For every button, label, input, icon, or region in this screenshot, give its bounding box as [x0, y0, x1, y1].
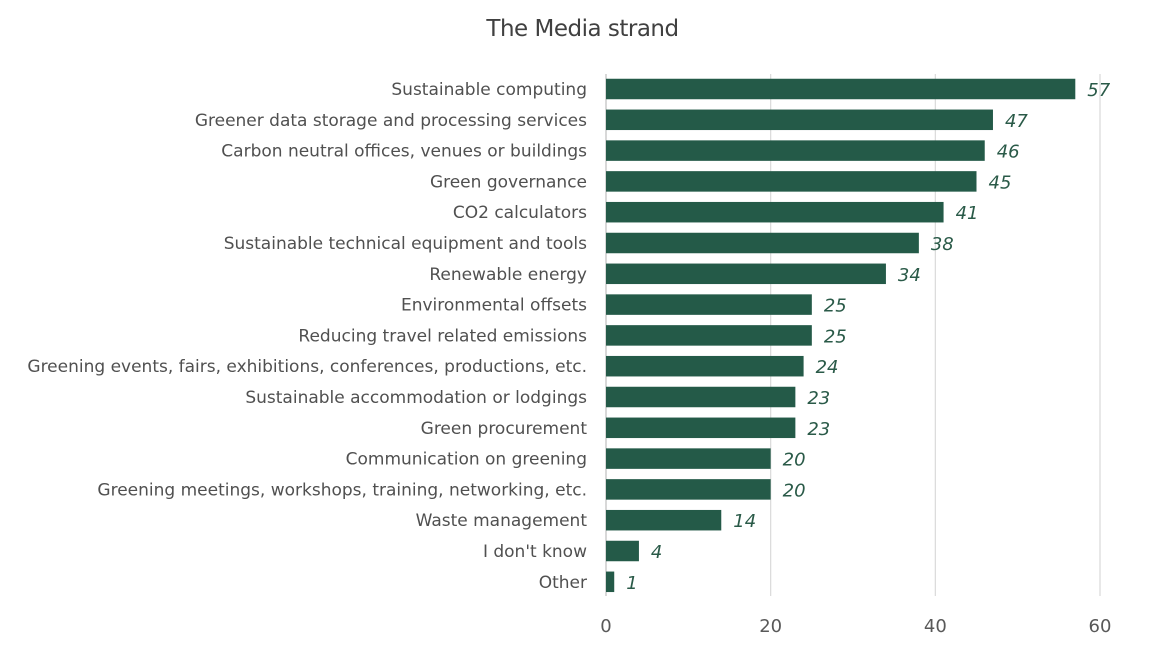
- category-label: Waste management: [416, 511, 588, 531]
- category-label: Environmental offsets: [401, 296, 587, 316]
- bar: [606, 479, 771, 500]
- data-label: 23: [807, 419, 830, 440]
- bar: [606, 417, 796, 439]
- category-label: Sustainable technical equipment and tool…: [224, 234, 587, 254]
- category-label: Sustainable computing: [391, 80, 587, 100]
- data-label: 25: [824, 326, 847, 347]
- category-label: Greening events, fairs, exhibitions, con…: [27, 357, 587, 377]
- bar: [606, 294, 812, 315]
- chart-title: The Media strand: [486, 16, 679, 42]
- bars: [606, 78, 1076, 593]
- category-label: Other: [539, 573, 587, 593]
- bar: [606, 448, 771, 469]
- bar: [606, 386, 796, 408]
- category-label: Green procurement: [421, 419, 588, 439]
- bar: [606, 325, 812, 346]
- data-label: 45: [989, 172, 1012, 193]
- bar: [606, 201, 944, 223]
- bar: [606, 509, 722, 531]
- bar: [606, 263, 886, 285]
- x-tick-label: 0: [600, 616, 611, 637]
- category-label: Green governance: [430, 172, 587, 192]
- data-label: 41: [956, 203, 979, 224]
- bar: [606, 140, 985, 161]
- category-label: I don't know: [483, 542, 587, 562]
- data-label: 20: [783, 480, 806, 501]
- data-label: 14: [733, 511, 756, 532]
- data-label: 38: [931, 234, 954, 255]
- data-label: 1: [626, 573, 637, 594]
- data-label: 4: [651, 542, 662, 563]
- category-label: Renewable energy: [429, 265, 587, 285]
- data-label: 20: [783, 450, 806, 471]
- data-label: 24: [816, 357, 839, 378]
- category-label: Carbon neutral offices, venues or buildi…: [221, 142, 587, 162]
- bar: [606, 232, 919, 254]
- x-tick-label: 20: [759, 616, 782, 637]
- category-label: CO2 calculators: [453, 203, 587, 223]
- bar: [606, 109, 993, 131]
- data-label: 47: [1005, 111, 1028, 132]
- category-label: Communication on greening: [346, 450, 587, 470]
- x-axis-tick-labels: 0 20 40 60: [600, 616, 1111, 637]
- data-label: 25: [824, 296, 847, 317]
- data-label: 46: [997, 142, 1020, 163]
- x-tick-label: 60: [1089, 616, 1112, 637]
- bar: [606, 355, 804, 377]
- category-label: Greening meetings, workshops, training, …: [97, 480, 587, 500]
- category-label: Reducing travel related emissions: [298, 326, 587, 346]
- category-label: Greener data storage and processing serv…: [195, 111, 587, 131]
- data-label: 57: [1087, 80, 1110, 101]
- data-label: 34: [898, 265, 921, 286]
- x-tick-label: 40: [924, 616, 947, 637]
- data-label: 23: [807, 388, 830, 409]
- bar: [606, 540, 639, 562]
- bar: [606, 171, 977, 192]
- category-labels: Sustainable computing Greener data storag…: [27, 80, 587, 593]
- category-label: Sustainable accommodation or lodgings: [245, 388, 587, 408]
- bar: [606, 78, 1076, 100]
- bar: [606, 571, 615, 593]
